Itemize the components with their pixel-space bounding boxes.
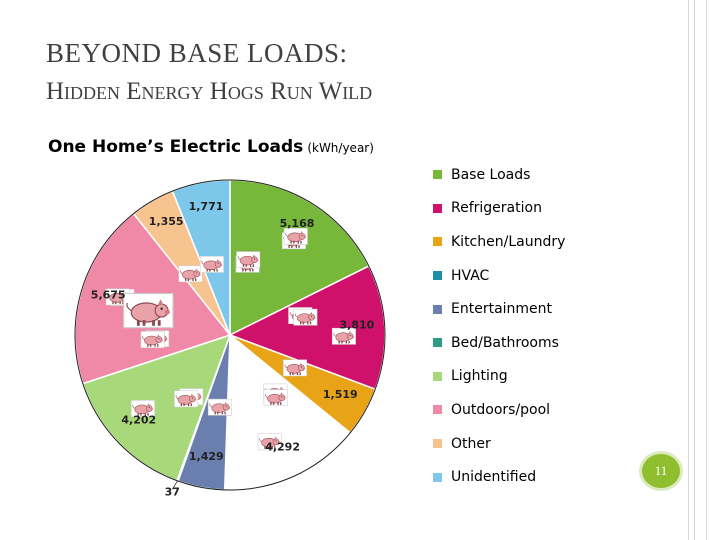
chart-title-block: One Home’s Electric Loads (kWh/year) — [48, 137, 374, 157]
legend-item: Refrigeration — [433, 192, 565, 226]
chart-legend: Base Loads Refrigeration Kitchen/Laundry HV… — [433, 158, 565, 494]
data-label: 5,168 — [280, 217, 315, 230]
legend-swatch — [433, 203, 442, 213]
data-label: 1,519 — [323, 388, 358, 401]
legend-swatch — [433, 271, 442, 281]
legend-item: Base Loads — [433, 158, 565, 192]
data-label: 4,202 — [121, 414, 156, 427]
legend-label: Lighting — [451, 368, 508, 385]
legend-item: Kitchen/Laundry — [433, 225, 565, 259]
legend-swatch — [433, 304, 442, 314]
data-label: 1,429 — [189, 450, 224, 463]
legend-label: Unidentified — [451, 469, 537, 486]
legend-item: Bed/Bathrooms — [433, 326, 565, 360]
pig-icon — [263, 389, 288, 407]
legend-swatch — [433, 439, 442, 449]
data-label: 1,355 — [149, 215, 184, 228]
legend-label: HVAC — [451, 267, 490, 284]
legend-swatch — [433, 371, 442, 381]
pig-icon — [123, 292, 174, 329]
legend-item: Entertainment — [433, 292, 565, 326]
pig-icon — [174, 390, 199, 408]
legend-label: Bed/Bathrooms — [451, 334, 559, 351]
data-label: 3,810 — [340, 318, 375, 331]
legend-swatch — [433, 170, 442, 180]
legend-label: Entertainment — [451, 301, 553, 318]
legend-swatch — [433, 405, 442, 415]
legend-item: Unidentified — [433, 460, 565, 494]
pig-icon — [283, 228, 308, 245]
legend-item: Lighting — [433, 360, 565, 394]
pig-icon — [236, 251, 261, 269]
legend-item: Other — [433, 427, 565, 461]
legend-item: HVAC — [433, 259, 565, 293]
data-label: 5,675 — [91, 289, 126, 302]
legend-swatch — [433, 338, 442, 348]
slide-subtitle: Hidden Energy Hogs Run Wild — [46, 78, 373, 105]
pig-icon — [178, 265, 203, 283]
chart-title: One Home’s Electric Loads — [48, 137, 304, 157]
frame-line — [688, 0, 689, 540]
pig-icon — [207, 398, 232, 416]
data-label: 4,292 — [265, 441, 300, 454]
pig-icon — [140, 331, 165, 348]
legend-label: Kitchen/Laundry — [451, 233, 566, 250]
pig-icon — [130, 400, 155, 417]
frame-line — [706, 0, 707, 540]
data-label: 37 — [165, 485, 180, 498]
legend-label: Other — [451, 435, 491, 452]
legend-swatch — [433, 237, 442, 247]
legend-label: Base Loads — [451, 166, 531, 183]
data-label: 1,771 — [189, 200, 224, 213]
leader-line — [171, 480, 178, 490]
chart-unit: (kWh/year) — [307, 141, 374, 155]
slide-title: BEYOND BASE LOADS: — [46, 38, 348, 68]
legend-swatch — [433, 472, 442, 482]
pig-icon — [331, 327, 356, 345]
pie-outline — [74, 179, 386, 491]
page-number-badge: 11 — [639, 451, 683, 491]
legend-label: Outdoors/pool — [451, 401, 551, 418]
pig-icon — [283, 359, 307, 377]
frame-line — [694, 0, 695, 540]
legend-item: Outdoors/pool — [433, 393, 565, 427]
pig-icon — [293, 308, 318, 326]
legend-label: Refrigeration — [451, 200, 542, 217]
pig-icon — [257, 433, 282, 451]
pig-icon — [199, 256, 224, 273]
